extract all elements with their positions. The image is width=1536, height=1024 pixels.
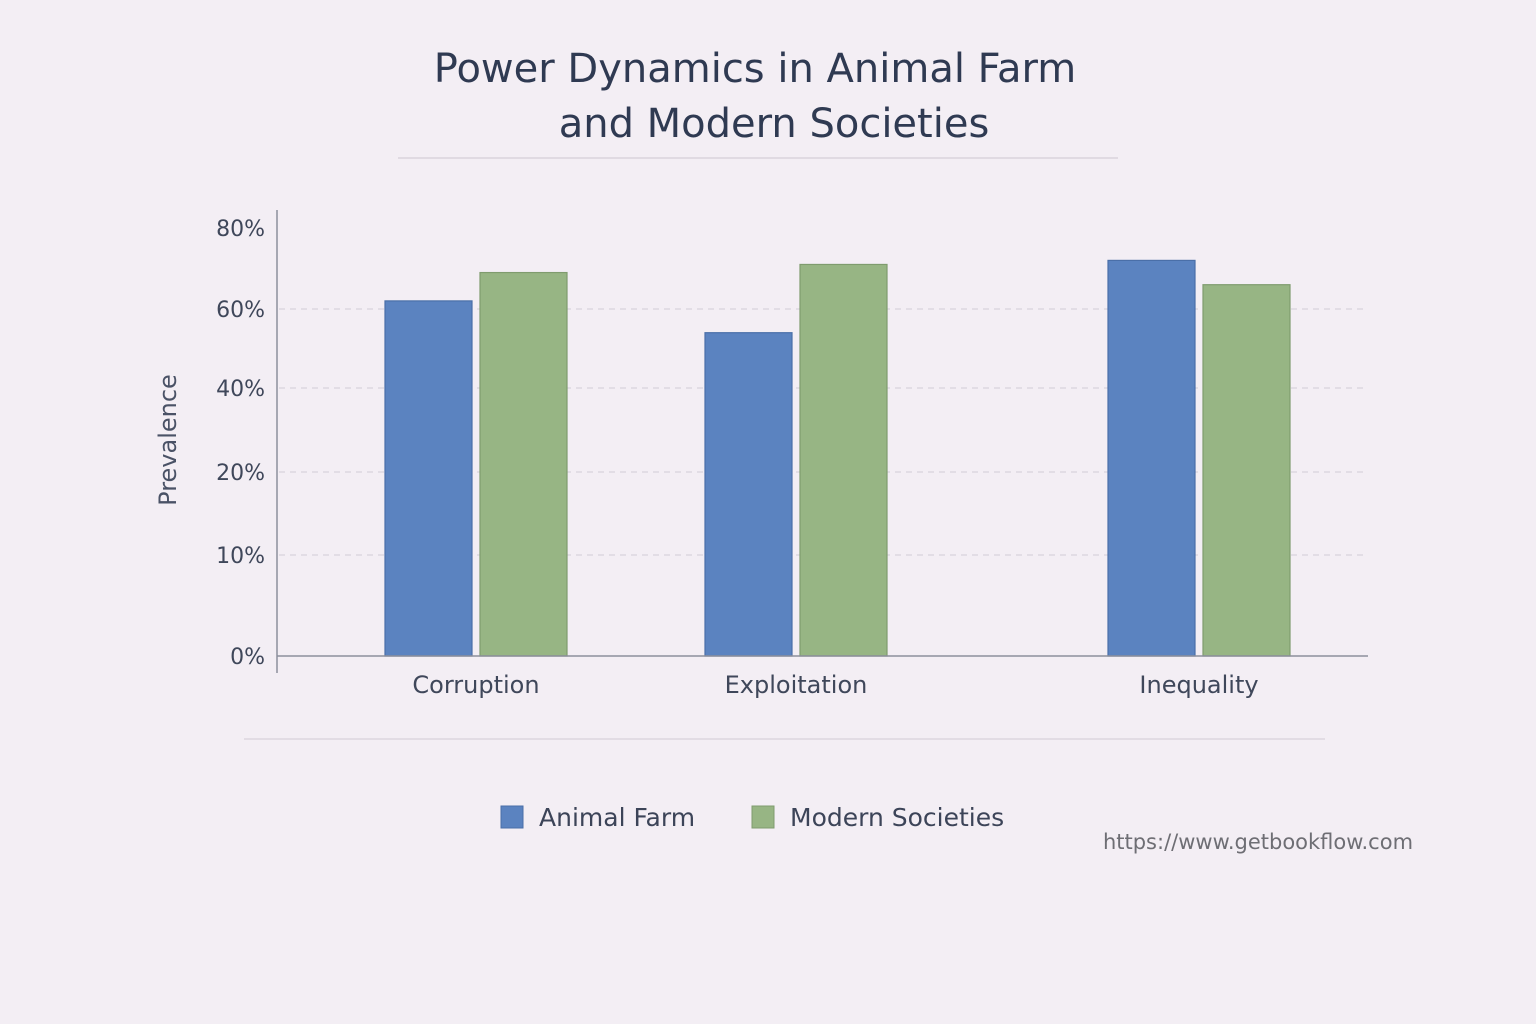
chart-title-line-2: and Modern Societies: [559, 101, 990, 147]
chart-title-line-1: Power Dynamics in Animal Farm: [434, 46, 1076, 92]
y-tick-label: 80%: [216, 217, 265, 242]
bar-animal-farm-inequality: [1107, 259, 1196, 657]
bar-animal-farm-exploitation: [704, 332, 793, 657]
y-tick-label: 10%: [216, 544, 265, 569]
bars: [384, 259, 1291, 657]
y-axis-title: Prevalence: [154, 374, 182, 506]
bar-modern-societies-corruption: [479, 271, 568, 657]
y-tick-label: 60%: [216, 298, 265, 323]
category-label: Inequality: [1139, 671, 1258, 699]
bar-modern-societies-inequality: [1202, 284, 1291, 657]
legend: Animal Farm Modern Societies: [500, 803, 1004, 832]
legend-label-modern-societies: Modern Societies: [790, 803, 1004, 832]
y-tick-labels: 0% 10% 20% 40% 60% 80%: [216, 217, 265, 670]
legend-swatch-animal-farm: [500, 805, 524, 829]
watermark-url: https://www.getbookflow.com: [1103, 830, 1413, 854]
y-tick-label: 40%: [216, 377, 265, 402]
bar-modern-societies-exploitation: [799, 263, 888, 657]
y-tick-label: 0%: [230, 645, 265, 670]
category-label: Corruption: [412, 671, 539, 699]
bar-animal-farm-corruption: [384, 300, 473, 657]
legend-swatch-modern-societies: [751, 805, 775, 829]
y-tick-label: 20%: [216, 461, 265, 486]
category-label: Exploitation: [725, 671, 868, 699]
legend-label-animal-farm: Animal Farm: [539, 803, 695, 832]
category-labels: Corruption Exploitation Inequality: [412, 671, 1258, 699]
